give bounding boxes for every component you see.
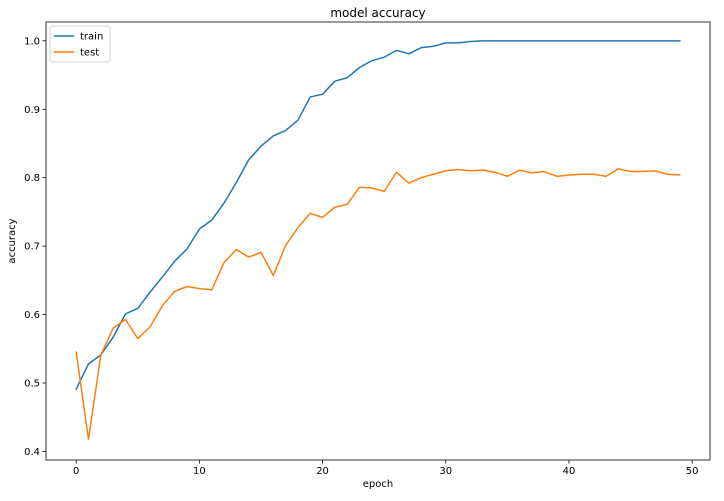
y-tick-label: 1.0 — [24, 36, 40, 47]
x-tick-label: 50 — [686, 466, 699, 477]
x-tick-label: 30 — [439, 466, 452, 477]
x-tick-label: 20 — [316, 466, 329, 477]
y-tick-label: 0.4 — [24, 447, 40, 458]
y-tick-label: 0.8 — [24, 173, 40, 184]
plot-area-frame — [45, 21, 711, 461]
legend-box — [49, 25, 111, 63]
series-line-train — [75, 40, 681, 391]
y-axis-ticks: 0.4 0.5 0.6 0.7 0.8 0.9 1.0 — [24, 36, 46, 458]
legend-label-test: test — [80, 48, 99, 59]
y-tick-label: 0.5 — [24, 379, 40, 390]
series-lines — [75, 40, 681, 440]
x-tick-label: 0 — [73, 466, 79, 477]
series-line-test — [75, 168, 681, 440]
x-tick-label: 40 — [563, 466, 576, 477]
x-tick-label: 10 — [193, 466, 206, 477]
x-axis-ticks: 0 10 20 30 40 50 — [73, 460, 699, 477]
y-tick-label: 0.7 — [24, 242, 40, 253]
y-tick-label: 0.9 — [24, 105, 40, 116]
legend: train test — [49, 25, 111, 63]
x-axis-label: epoch — [363, 479, 393, 490]
legend-label-train: train — [80, 32, 103, 43]
chart-title: model accuracy — [330, 6, 425, 20]
y-tick-label: 0.6 — [24, 310, 40, 321]
y-axis-label: accuracy — [7, 218, 18, 263]
